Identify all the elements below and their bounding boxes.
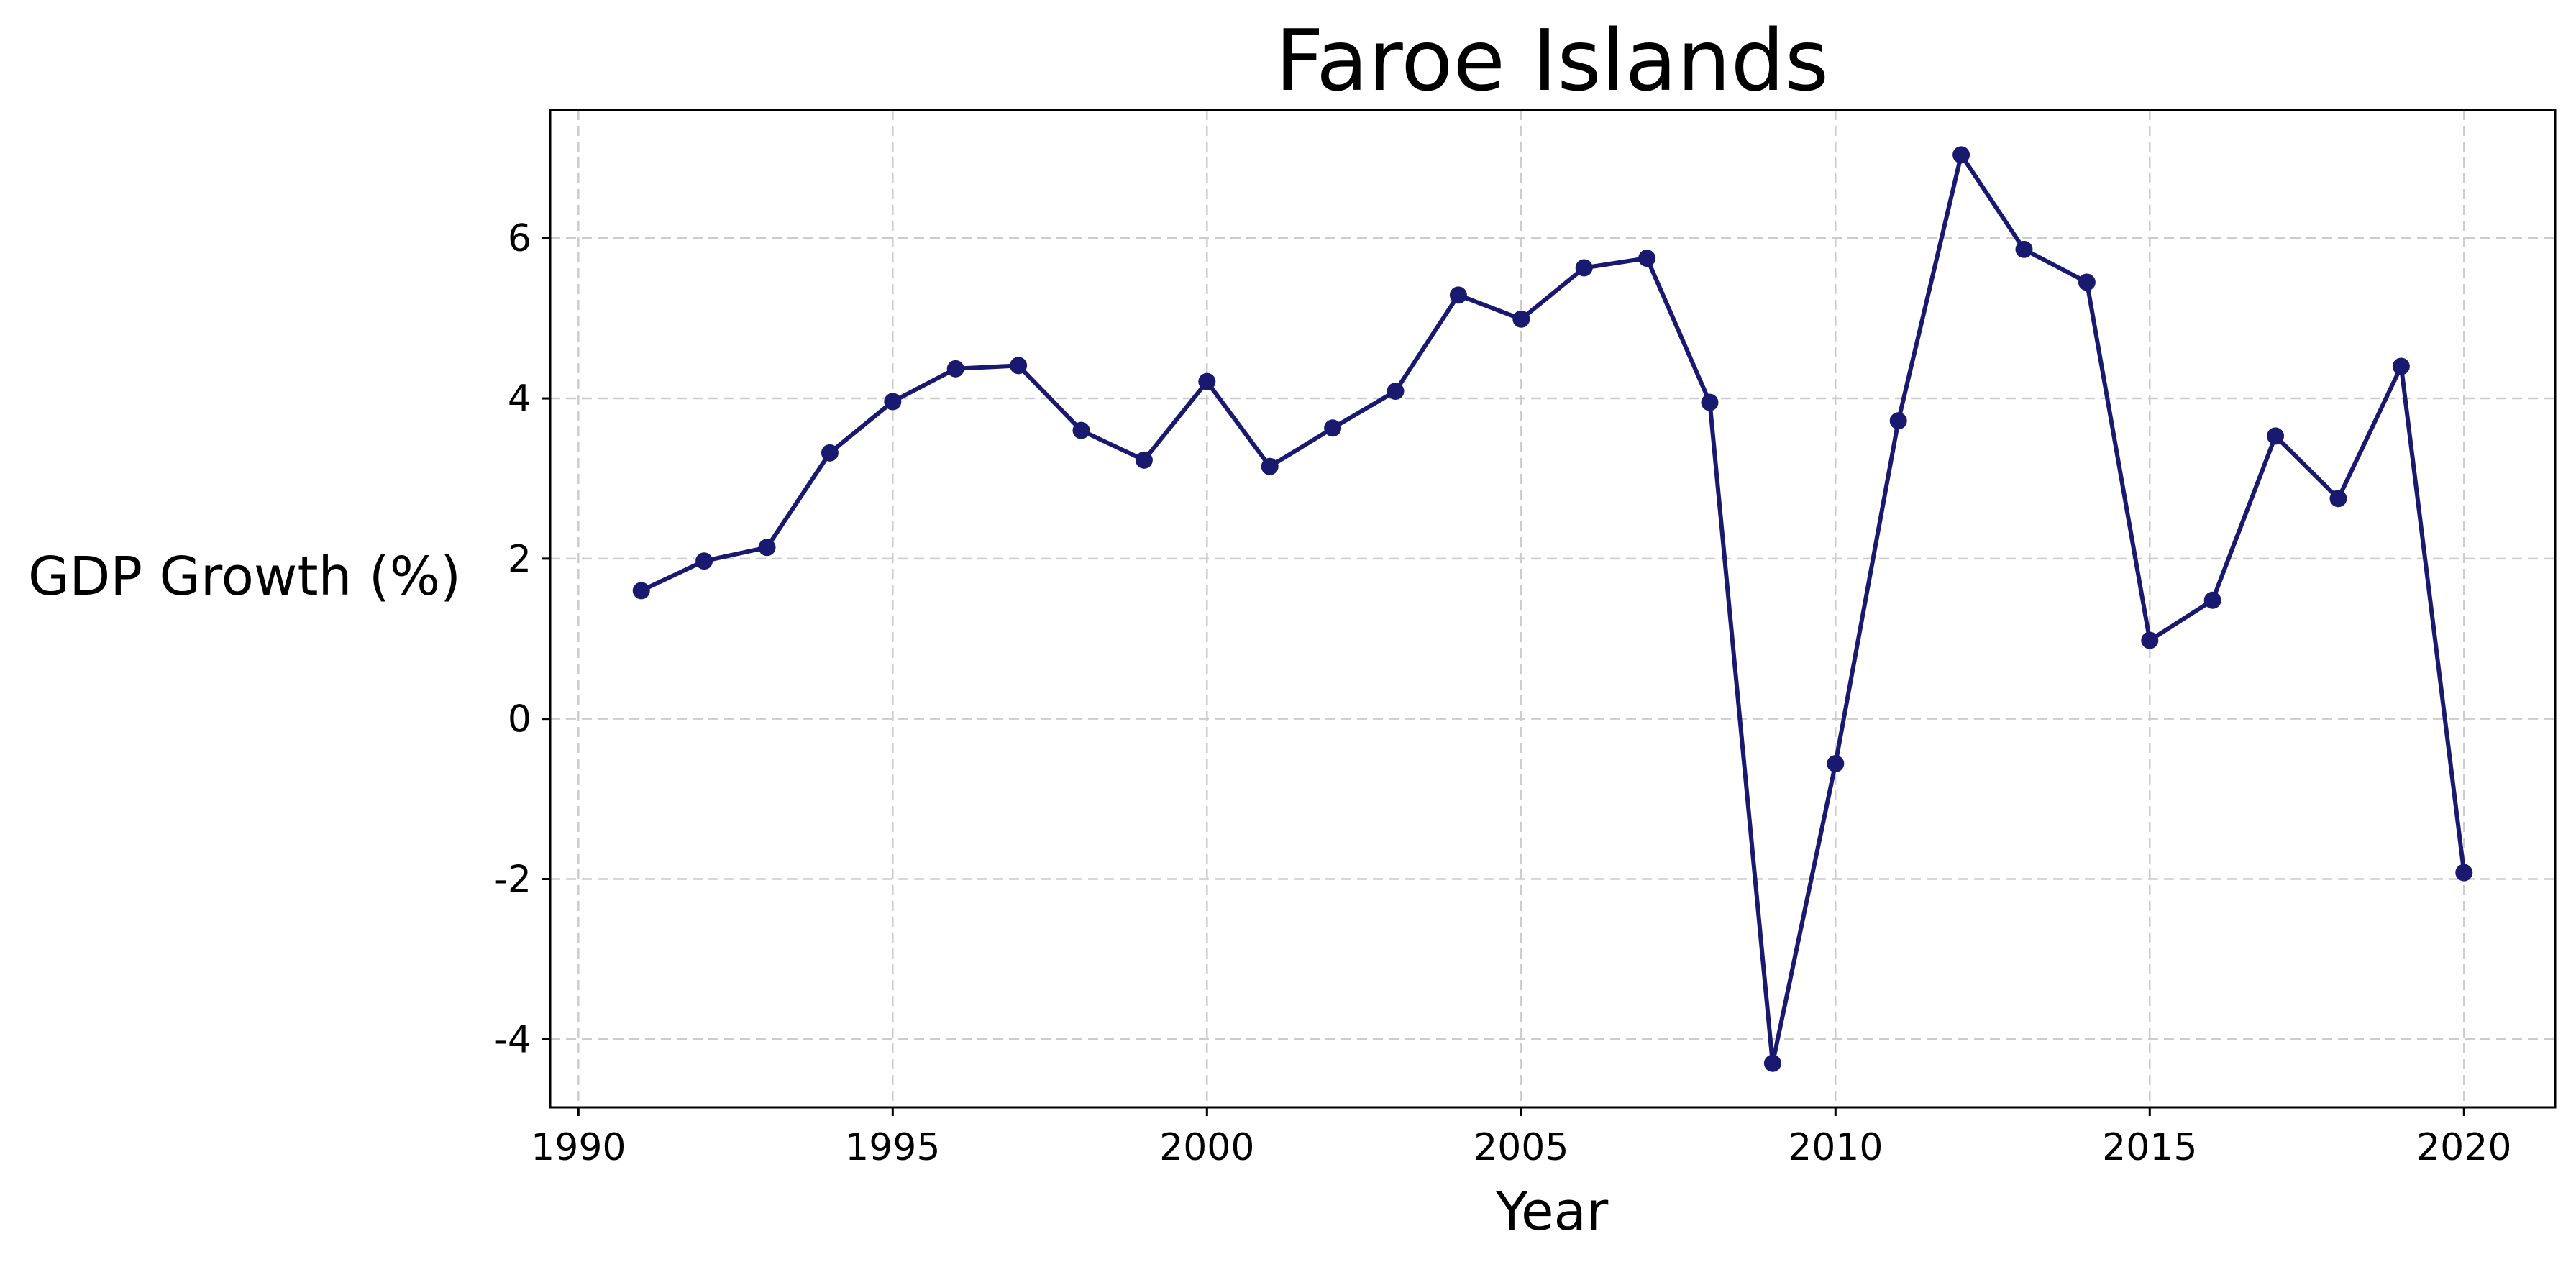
x-axis-label: Year (1495, 1181, 1609, 1243)
plot-frame (549, 109, 2557, 1109)
chart-title: Faroe Islands (1275, 11, 1829, 110)
data-point (1010, 357, 1028, 375)
data-point (1827, 755, 1845, 773)
data-point (884, 393, 902, 411)
data-point (1449, 286, 1467, 304)
data-point (632, 582, 650, 600)
y-tick-label: 0 (508, 698, 531, 741)
data-point (695, 552, 713, 570)
data-point (2203, 591, 2221, 609)
data-point (1952, 146, 1970, 164)
data-point (2015, 240, 2033, 258)
x-tick-label: 1995 (845, 1126, 940, 1169)
y-axis-label: GDP Growth (%) (28, 546, 461, 608)
data-point (1072, 421, 1090, 439)
data-point (1889, 412, 1907, 430)
data-point (946, 360, 964, 378)
data-point (821, 444, 839, 462)
data-point (1575, 259, 1593, 277)
data-series (632, 146, 2473, 1072)
x-tick-label: 2020 (2416, 1126, 2511, 1169)
y-tick-label: 2 (508, 538, 531, 581)
data-point (1512, 310, 1530, 328)
data-markers (632, 146, 2473, 1072)
y-tick-label: -4 (494, 1018, 531, 1061)
grid-lines (550, 110, 2555, 1107)
y-tick-label: 6 (508, 217, 531, 260)
data-point (2392, 357, 2410, 375)
y-tick-label: 4 (508, 378, 531, 421)
gdp-growth-line (640, 152, 2467, 1066)
x-tick-label: 2005 (1474, 1126, 1568, 1169)
x-tick-label: 2000 (1159, 1126, 1254, 1169)
x-tick-label: 2015 (2102, 1126, 2197, 1169)
data-point (758, 539, 776, 557)
data-point (2267, 427, 2285, 445)
data-point (2078, 273, 2096, 291)
data-point (1701, 393, 1719, 411)
data-point (2141, 631, 2159, 649)
data-point (1324, 419, 1342, 437)
data-point (1198, 372, 1216, 390)
data-point (1763, 1054, 1781, 1072)
data-point (2329, 490, 2347, 508)
data-point (1387, 383, 1405, 401)
data-point (1638, 250, 1656, 267)
x-tick-label: 1990 (531, 1126, 626, 1169)
data-point (1135, 451, 1153, 469)
axis-ticks: 1990 1995 2000 2005 2010 2015 2020 -4 -2 0 2 4 6 (494, 217, 2511, 1169)
data-point (1261, 457, 1279, 475)
x-tick-label: 2010 (1788, 1126, 1883, 1169)
y-tick-label: -2 (494, 858, 531, 901)
data-point (2455, 864, 2473, 882)
